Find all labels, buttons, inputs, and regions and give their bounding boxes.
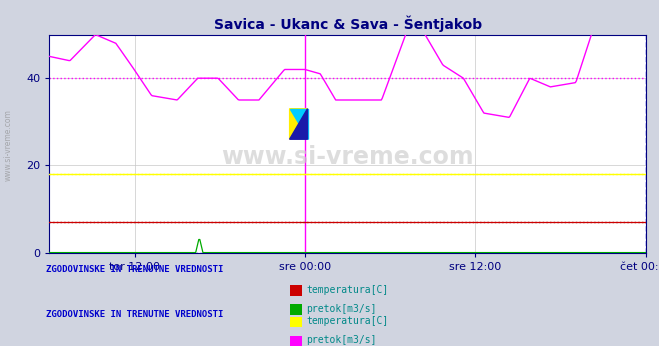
Text: ZGODOVINSKE IN TRENUTNE VREDNOSTI: ZGODOVINSKE IN TRENUTNE VREDNOSTI: [46, 265, 223, 274]
Text: temperatura[C]: temperatura[C]: [306, 285, 389, 295]
Polygon shape: [289, 109, 308, 139]
Text: ZGODOVINSKE IN TRENUTNE VREDNOSTI: ZGODOVINSKE IN TRENUTNE VREDNOSTI: [46, 310, 223, 319]
Text: www.si-vreme.com: www.si-vreme.com: [221, 145, 474, 169]
Text: www.si-vreme.com: www.si-vreme.com: [3, 109, 13, 181]
Text: pretok[m3/s]: pretok[m3/s]: [306, 335, 377, 345]
Title: Savica - Ukanc & Sava - Šentjakob: Savica - Ukanc & Sava - Šentjakob: [214, 16, 482, 32]
Text: pretok[m3/s]: pretok[m3/s]: [306, 304, 377, 314]
Polygon shape: [289, 109, 308, 139]
Text: temperatura[C]: temperatura[C]: [306, 316, 389, 326]
Polygon shape: [289, 109, 308, 139]
